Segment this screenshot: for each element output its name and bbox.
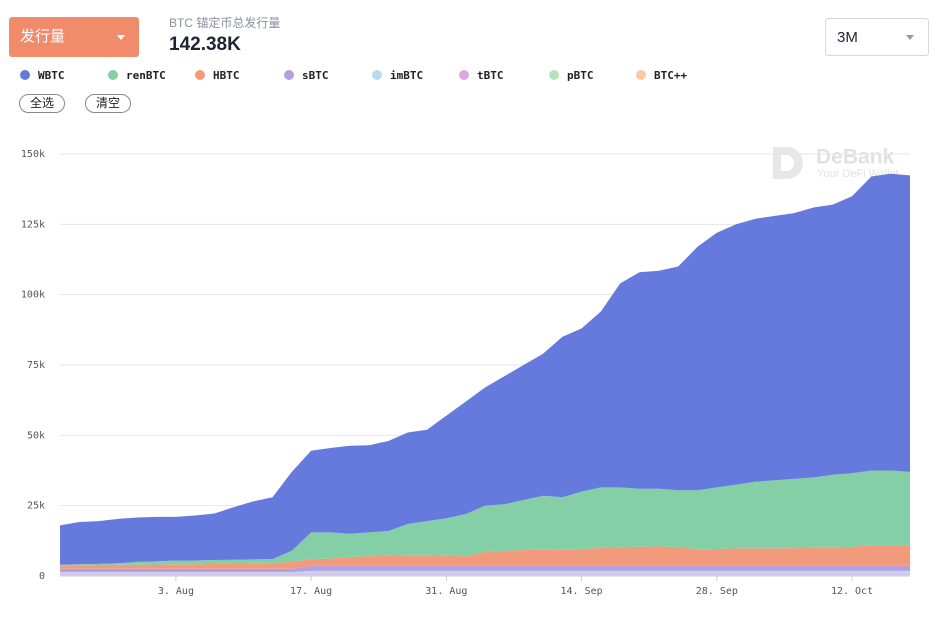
watermark-brand: DeBank xyxy=(816,146,895,169)
legend-marker xyxy=(372,70,382,80)
legend-marker xyxy=(108,70,118,80)
clear-label: 清空 xyxy=(96,96,120,110)
y-tick-label: 125k xyxy=(21,219,45,230)
legend-label: BTC++ xyxy=(654,69,687,82)
watermark-logo xyxy=(773,147,803,179)
y-tick-label: 50k xyxy=(27,430,45,441)
x-tick-label: 14. Sep xyxy=(561,586,603,597)
legend-label: tBTC xyxy=(477,69,504,82)
x-tick-label: 31. Aug xyxy=(425,586,467,597)
y-tick-label: 100k xyxy=(21,290,45,301)
y-tick-label: 75k xyxy=(27,360,45,371)
x-tick-label: 28. Sep xyxy=(696,586,738,597)
subtitle: BTC 锚定币总发行量 xyxy=(169,15,280,30)
legend-label: HBTC xyxy=(213,69,240,82)
metric-dropdown-label: 发行量 xyxy=(20,28,65,45)
legend-label: pBTC xyxy=(567,69,594,82)
legend-label: sBTC xyxy=(302,69,329,82)
legend-marker xyxy=(459,70,469,80)
watermark: DeBank Your DeFi Wallet xyxy=(773,146,899,180)
x-tick-label: 12. Oct xyxy=(831,586,873,597)
select-all-label: 全选 xyxy=(30,95,54,110)
legend-marker xyxy=(195,70,205,80)
legend-marker xyxy=(20,70,30,80)
x-tick-label: 17. Aug xyxy=(290,586,332,597)
legend-label: imBTC xyxy=(390,69,423,82)
legend-marker xyxy=(549,70,559,80)
legend-marker xyxy=(284,70,294,80)
area xyxy=(60,575,910,576)
legend-label: WBTC xyxy=(38,69,65,82)
total-value: 142.38K xyxy=(169,34,241,55)
y-tick-label: 150k xyxy=(21,149,45,160)
y-tick-label: 25k xyxy=(27,501,45,512)
legend-marker xyxy=(636,70,646,80)
x-tick-label: 3. Aug xyxy=(158,586,194,597)
range-dropdown-label: 3M xyxy=(837,29,858,46)
y-tick-label: 0 xyxy=(39,571,45,582)
legend-label: renBTC xyxy=(126,69,166,82)
area xyxy=(60,574,910,575)
